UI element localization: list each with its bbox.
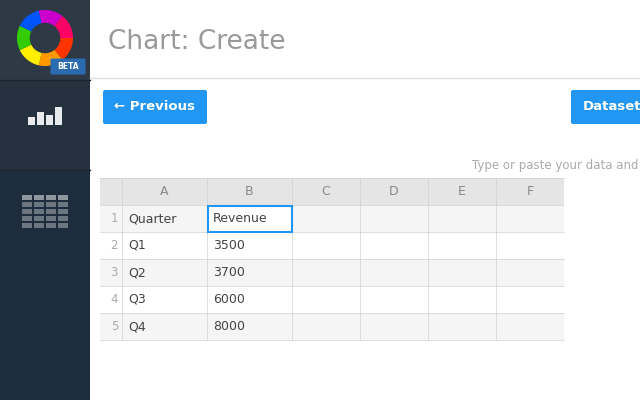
Text: A: A xyxy=(160,185,169,198)
Circle shape xyxy=(31,24,60,52)
FancyBboxPatch shape xyxy=(571,90,640,124)
FancyBboxPatch shape xyxy=(22,216,32,221)
Polygon shape xyxy=(17,26,45,50)
FancyBboxPatch shape xyxy=(100,232,564,259)
FancyBboxPatch shape xyxy=(0,170,90,400)
Text: 3: 3 xyxy=(111,266,118,279)
Text: 2: 2 xyxy=(111,239,118,252)
Text: F: F xyxy=(527,185,534,198)
FancyBboxPatch shape xyxy=(103,90,207,124)
Text: 1: 1 xyxy=(111,212,118,225)
FancyBboxPatch shape xyxy=(58,216,68,221)
FancyBboxPatch shape xyxy=(46,202,56,207)
Text: 3700: 3700 xyxy=(213,266,245,279)
FancyBboxPatch shape xyxy=(58,209,68,214)
FancyBboxPatch shape xyxy=(100,313,564,340)
FancyBboxPatch shape xyxy=(51,58,86,74)
Text: Revenue: Revenue xyxy=(213,212,268,225)
FancyBboxPatch shape xyxy=(34,195,44,200)
Text: Q2: Q2 xyxy=(128,266,146,279)
FancyBboxPatch shape xyxy=(37,112,44,125)
Polygon shape xyxy=(20,38,45,65)
FancyBboxPatch shape xyxy=(46,223,56,228)
Polygon shape xyxy=(20,11,45,38)
FancyBboxPatch shape xyxy=(100,205,564,232)
FancyBboxPatch shape xyxy=(22,209,32,214)
Polygon shape xyxy=(39,38,63,66)
Text: 3500: 3500 xyxy=(213,239,245,252)
Text: Q3: Q3 xyxy=(128,293,146,306)
FancyBboxPatch shape xyxy=(100,259,564,286)
Text: Quarter: Quarter xyxy=(128,212,177,225)
Polygon shape xyxy=(39,10,63,38)
FancyBboxPatch shape xyxy=(34,209,44,214)
Text: D: D xyxy=(389,185,399,198)
FancyBboxPatch shape xyxy=(100,178,564,205)
Text: 6000: 6000 xyxy=(213,293,245,306)
Text: BETA: BETA xyxy=(57,62,79,71)
Text: 8000: 8000 xyxy=(213,320,245,333)
FancyBboxPatch shape xyxy=(22,202,32,207)
FancyBboxPatch shape xyxy=(55,107,62,125)
Text: 5: 5 xyxy=(111,320,118,333)
FancyBboxPatch shape xyxy=(0,0,90,80)
FancyBboxPatch shape xyxy=(46,209,56,214)
FancyBboxPatch shape xyxy=(34,216,44,221)
FancyBboxPatch shape xyxy=(22,223,32,228)
Text: Q1: Q1 xyxy=(128,239,146,252)
FancyBboxPatch shape xyxy=(34,223,44,228)
Text: E: E xyxy=(458,185,466,198)
FancyBboxPatch shape xyxy=(46,115,53,125)
Text: ← Previous: ← Previous xyxy=(115,100,195,114)
FancyBboxPatch shape xyxy=(34,202,44,207)
FancyBboxPatch shape xyxy=(58,202,68,207)
FancyBboxPatch shape xyxy=(46,216,56,221)
FancyBboxPatch shape xyxy=(58,223,68,228)
FancyBboxPatch shape xyxy=(22,195,32,200)
FancyBboxPatch shape xyxy=(90,0,640,80)
Polygon shape xyxy=(45,16,73,38)
Text: Chart: Create: Chart: Create xyxy=(108,29,285,55)
Text: C: C xyxy=(322,185,330,198)
Text: Type or paste your data and: Type or paste your data and xyxy=(472,158,638,172)
FancyBboxPatch shape xyxy=(0,80,90,170)
FancyBboxPatch shape xyxy=(207,206,291,232)
FancyBboxPatch shape xyxy=(46,195,56,200)
FancyBboxPatch shape xyxy=(58,195,68,200)
Text: 4: 4 xyxy=(111,293,118,306)
Text: Q4: Q4 xyxy=(128,320,146,333)
Polygon shape xyxy=(45,38,73,60)
Text: B: B xyxy=(245,185,254,198)
FancyBboxPatch shape xyxy=(100,286,564,313)
FancyBboxPatch shape xyxy=(28,117,35,125)
Text: Dataset: Dataset xyxy=(583,100,640,114)
